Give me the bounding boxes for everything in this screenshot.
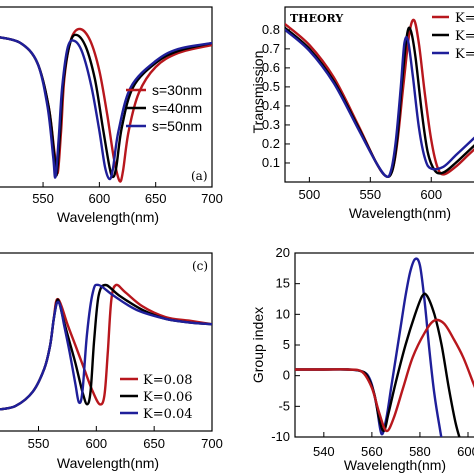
y-tick-label: 10 xyxy=(276,306,290,321)
x-tick-label: 700 xyxy=(201,436,223,451)
legend-label-s30: s=30nm xyxy=(152,82,202,98)
panel-a-tag: (a) xyxy=(191,169,208,183)
panel-b-xlabel: Wavelength(nm) xyxy=(349,205,451,221)
panel-d-curves xyxy=(295,257,474,437)
y-tick-label: 0.8 xyxy=(262,22,280,37)
panel-c-legend: K=0.08 K=0.06 K=0.04 xyxy=(120,373,193,422)
x-tick-label: 550 xyxy=(28,436,50,451)
panel-a: 550 600 650 700 s=30nm s=40nm s=50nm (a) Wa… xyxy=(0,6,223,225)
y-tick-label: -10 xyxy=(271,429,290,444)
y-tick-label: 0.3 xyxy=(262,117,280,132)
y-tick-label: 0.1 xyxy=(262,155,280,170)
y-tick-label: 0.4 xyxy=(262,98,280,113)
panel-c: 550 600 650 700 K=0.08 K=0.06 K=0.04 (c) Wa… xyxy=(0,252,223,471)
panel-d-frame xyxy=(294,252,474,438)
panel-b-frame xyxy=(284,6,474,183)
panel-a-x-ticks: 550 600 650 700 xyxy=(32,182,223,206)
legend-label-k3: K= xyxy=(455,47,474,62)
y-tick-label: 5 xyxy=(283,337,290,352)
y-tick-label: 0.2 xyxy=(262,136,280,151)
panel-c-tag: (c) xyxy=(192,259,208,273)
panel-b-curves xyxy=(285,18,474,178)
series-line-2 xyxy=(0,33,212,179)
series-line-3 xyxy=(285,28,474,178)
x-tick-label: 500 xyxy=(299,187,321,202)
panel-a-xlabel: Wavelength(nm) xyxy=(57,209,159,225)
x-tick-label: 650 xyxy=(143,436,165,451)
panel-b: 500 550 600 0.1 0.2 0.3 0.4 0.5 0.6 0.7 0.8 THEORY… xyxy=(250,6,474,221)
series-line-3 xyxy=(295,318,474,433)
y-tick-label: 0.7 xyxy=(262,41,280,56)
panel-d-xlabel: Wavelength(nm) xyxy=(344,457,446,473)
x-tick-label: 700 xyxy=(201,191,223,206)
legend-label-k1: K= xyxy=(455,11,474,26)
panel-b-ylabel: Transmission xyxy=(250,51,266,134)
x-tick-label: 540 xyxy=(313,444,335,459)
x-tick-label: 650 xyxy=(145,191,167,206)
y-tick-label: 0 xyxy=(283,368,290,383)
series-line-3 xyxy=(0,283,212,411)
x-tick-label: 560 xyxy=(361,444,383,459)
panel-b-legend: K= K= K= xyxy=(432,11,474,62)
panel-c-x-ticks: 550 600 650 700 xyxy=(28,426,223,451)
y-tick-label: -5 xyxy=(278,398,290,413)
series-line-1 xyxy=(285,18,474,178)
panel-d-ylabel: Group index xyxy=(250,307,266,383)
y-tick-label: 0.5 xyxy=(262,79,280,94)
panel-a-curves xyxy=(0,27,212,183)
x-tick-label: 600 xyxy=(420,187,442,202)
panel-b-title: THEORY xyxy=(290,12,343,25)
y-tick-label: 20 xyxy=(276,245,290,260)
legend-label-k004: K=0.04 xyxy=(143,407,193,422)
panel-d-ticks: 540 560 580 600 -10 -5 0 5 10 15 20 xyxy=(271,245,474,459)
panel-c-xlabel: Wavelength(nm) xyxy=(57,455,159,471)
y-tick-label: 0.6 xyxy=(262,60,280,75)
panel-c-curves xyxy=(0,283,212,411)
panel-c-frame xyxy=(0,252,213,432)
panel-a-legend: s=30nm s=40nm s=50nm xyxy=(126,82,202,134)
y-tick-label: 15 xyxy=(276,276,290,291)
x-tick-label: 580 xyxy=(409,444,431,459)
legend-label-k008: K=0.08 xyxy=(143,373,193,388)
panel-b-ticks: 500 550 600 0.1 0.2 0.3 0.4 0.5 0.6 0.7 0.8 xyxy=(262,22,442,202)
legend-label-s40: s=40nm xyxy=(152,100,202,116)
panel-a-frame xyxy=(0,6,213,188)
series-line-1 xyxy=(295,257,443,437)
x-tick-label: 600 xyxy=(89,191,111,206)
legend-label-s50: s=50nm xyxy=(152,118,202,134)
legend-label-k2: K= xyxy=(455,29,474,44)
legend-label-k006: K=0.06 xyxy=(143,390,193,405)
x-tick-label: 550 xyxy=(32,191,54,206)
x-tick-label: 550 xyxy=(359,187,381,202)
series-line-3 xyxy=(0,36,212,181)
x-tick-label: 600 xyxy=(457,444,474,459)
panel-d: 540 560 580 600 -10 -5 0 5 10 15 20 Wavelength(nm)… xyxy=(250,245,474,473)
x-tick-label: 600 xyxy=(85,436,107,451)
